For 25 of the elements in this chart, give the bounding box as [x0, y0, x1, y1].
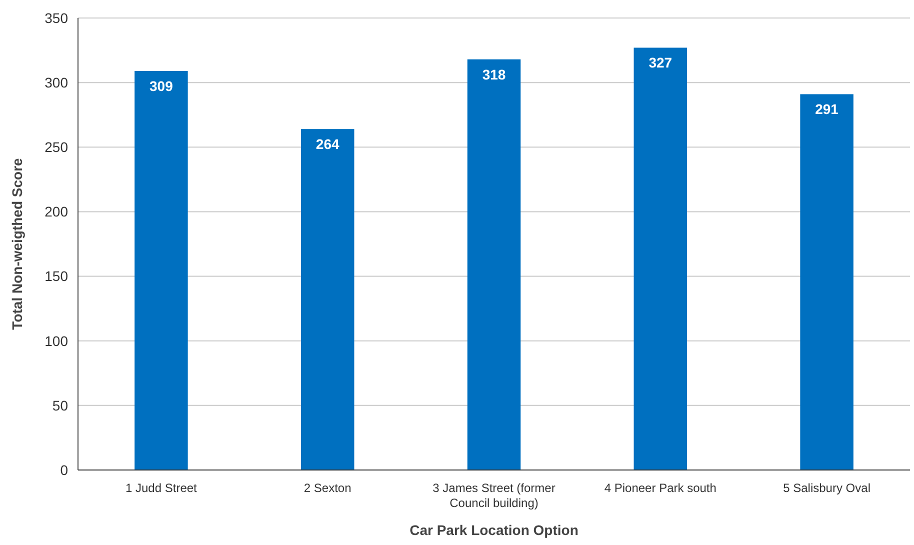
- y-tick-label: 50: [52, 397, 68, 414]
- data-label: 309: [150, 78, 174, 94]
- bar: [800, 94, 854, 470]
- bar: [300, 129, 354, 470]
- data-label: 327: [648, 54, 672, 71]
- x-tick-label: 5 Salisbury Oval: [783, 481, 870, 495]
- bar: [134, 70, 188, 470]
- x-tick-label: 2 Sexton: [304, 481, 352, 495]
- x-axis-title: Car Park Location Option: [410, 522, 578, 538]
- bar: [634, 48, 688, 470]
- y-axis-title: Total Non-weigthed Score: [9, 158, 25, 330]
- y-tick-label: 100: [44, 332, 68, 349]
- data-label: 291: [815, 101, 839, 118]
- y-tick-label: 150: [44, 268, 68, 284]
- bar: [467, 59, 521, 470]
- data-label: 318: [482, 66, 506, 82]
- x-tick-label: 3 James Street (former Council building): [432, 481, 556, 510]
- x-tick-label: 1 Judd Street: [126, 481, 198, 495]
- y-tick-label: 250: [44, 139, 68, 156]
- y-tick-label: 300: [44, 74, 68, 90]
- y-tick-label: 0: [60, 462, 68, 478]
- y-tick-label: 350: [44, 10, 68, 26]
- y-tick-label: 200: [44, 204, 68, 220]
- data-label: 264: [316, 136, 340, 152]
- x-tick-label: 4 Pioneer Park south: [604, 481, 716, 495]
